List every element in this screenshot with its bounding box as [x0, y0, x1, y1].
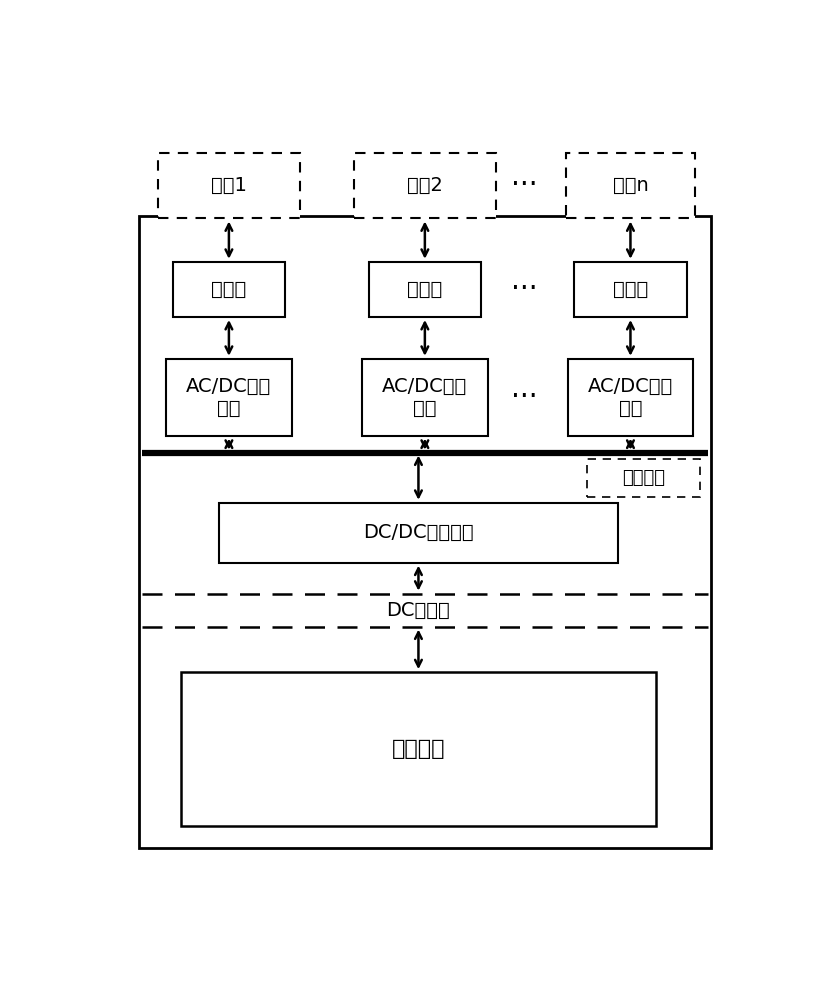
Text: ···: ··· [511, 383, 537, 411]
Text: AC/DC转换
模块: AC/DC转换 模块 [186, 377, 272, 418]
Bar [139, 216, 710, 848]
Text: 断路器: 断路器 [211, 280, 246, 299]
Bar [574, 262, 686, 317]
Bar [219, 503, 617, 563]
Bar [586, 459, 699, 497]
Text: ···: ··· [511, 171, 537, 199]
Text: 微真1: 微真1 [210, 176, 247, 195]
Bar [567, 359, 692, 436]
Text: 电池系统: 电池系统 [391, 739, 445, 759]
Text: AC/DC转换
模块: AC/DC转换 模块 [382, 377, 467, 418]
Text: AC/DC转换
模块: AC/DC转换 模块 [587, 377, 672, 418]
Text: 断路器: 断路器 [612, 280, 647, 299]
Text: 微真n: 微真n [612, 176, 647, 195]
Bar [354, 153, 495, 218]
Bar [158, 153, 299, 218]
Text: DC隔离器: DC隔离器 [386, 601, 450, 620]
Text: 微真2: 微真2 [407, 176, 442, 195]
Bar [566, 153, 694, 218]
Bar [368, 262, 480, 317]
Text: DC/DC转换模块: DC/DC转换模块 [363, 523, 473, 542]
Bar [166, 359, 291, 436]
Bar [172, 262, 285, 317]
Text: ···: ··· [511, 275, 537, 303]
Text: 直流母线: 直流母线 [621, 469, 664, 487]
Bar [362, 359, 487, 436]
Text: 断路器: 断路器 [407, 280, 442, 299]
Bar [181, 672, 656, 826]
